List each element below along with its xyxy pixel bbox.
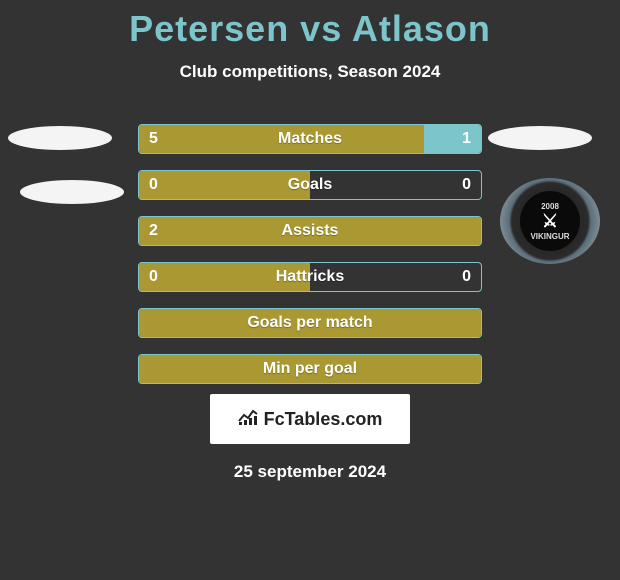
left-team-logo-bottom	[20, 180, 124, 204]
page-title: Petersen vs Atlason	[0, 0, 620, 50]
date-text: 25 september 2024	[0, 462, 620, 482]
chart-icon	[238, 409, 258, 430]
stat-row-assists: 2Assists	[138, 216, 482, 246]
stat-row-goals-per-match: Goals per match	[138, 308, 482, 338]
stat-row-matches: 51Matches	[138, 124, 482, 154]
stat-row-min-per-goal: Min per goal	[138, 354, 482, 384]
badge-year: 2008	[541, 202, 559, 211]
stat-label: Goals per match	[139, 309, 481, 337]
right-team-badge-inner: 2008 ⚔ VIKINGUR	[520, 191, 580, 251]
stat-label: Matches	[139, 125, 481, 153]
stat-label: Min per goal	[139, 355, 481, 383]
right-team-badge: 2008 ⚔ VIKINGUR	[500, 178, 600, 264]
branding-text: FcTables.com	[264, 409, 383, 430]
stat-label: Goals	[139, 171, 481, 199]
left-team-logo-top	[8, 126, 112, 150]
branding-badge: FcTables.com	[210, 394, 410, 444]
viking-icon: ⚔	[542, 211, 558, 232]
right-team-logo-top	[488, 126, 592, 150]
stat-row-goals: 00Goals	[138, 170, 482, 200]
stat-row-hattricks: 00Hattricks	[138, 262, 482, 292]
stat-label: Assists	[139, 217, 481, 245]
stats-panel: 51Matches 00Goals 2Assists 00Hattricks Goals…	[138, 124, 482, 400]
stat-label: Hattricks	[139, 263, 481, 291]
badge-team-name: VIKINGUR	[530, 232, 569, 241]
subtitle: Club competitions, Season 2024	[0, 62, 620, 82]
